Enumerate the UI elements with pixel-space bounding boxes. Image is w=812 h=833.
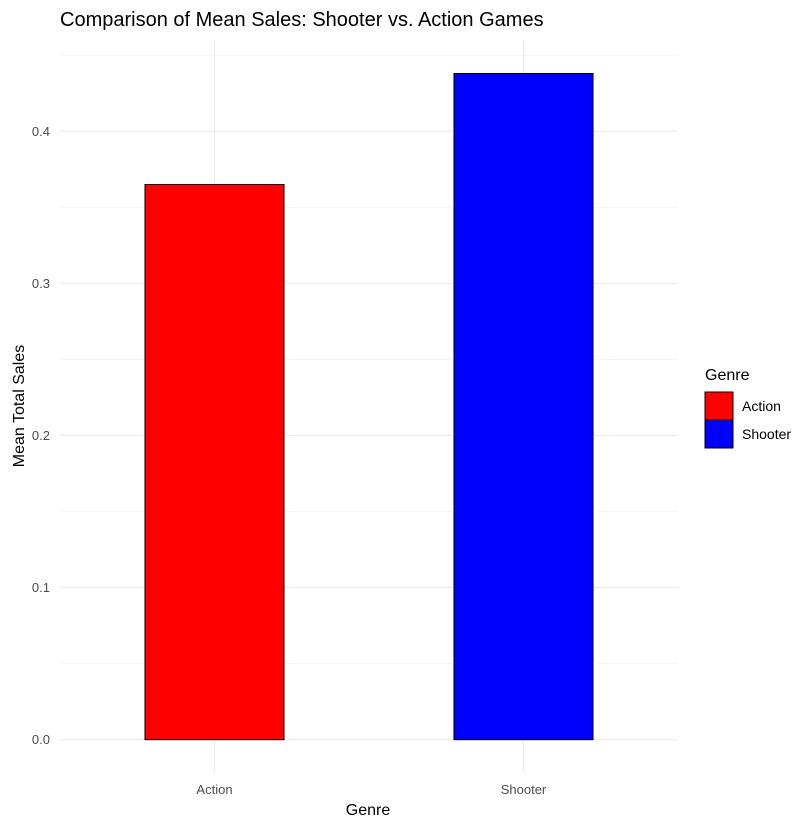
legend-label-action: Action bbox=[742, 398, 781, 414]
legend-swatch-shooter bbox=[704, 419, 734, 449]
y-tick-label: 0.3 bbox=[32, 276, 50, 291]
legend-items: Action Shooter bbox=[704, 391, 791, 449]
x-axis-ticks: Action Shooter bbox=[196, 782, 546, 797]
legend-title: Genre bbox=[705, 367, 750, 384]
y-axis-title: Mean Total Sales bbox=[11, 345, 28, 467]
chart-title: Comparison of Mean Sales: Shooter vs. Ac… bbox=[60, 9, 544, 31]
y-tick-label: 0.1 bbox=[32, 580, 50, 595]
x-tick-label: Shooter bbox=[501, 782, 547, 797]
legend: Genre Action Shooter bbox=[704, 367, 791, 449]
bar-action bbox=[144, 184, 285, 741]
bars bbox=[144, 72, 594, 741]
legend-label-shooter: Shooter bbox=[742, 426, 791, 442]
y-tick-label: 0.2 bbox=[32, 428, 50, 443]
x-tick-label: Action bbox=[196, 782, 232, 797]
y-tick-label: 0.4 bbox=[32, 124, 50, 139]
y-axis-ticks: 0.0 0.1 0.2 0.3 0.4 bbox=[32, 124, 50, 747]
y-tick-label: 0.0 bbox=[32, 732, 50, 747]
bar-shooter bbox=[453, 72, 594, 741]
legend-swatch-action bbox=[704, 391, 734, 421]
x-axis-title: Genre bbox=[346, 802, 391, 819]
